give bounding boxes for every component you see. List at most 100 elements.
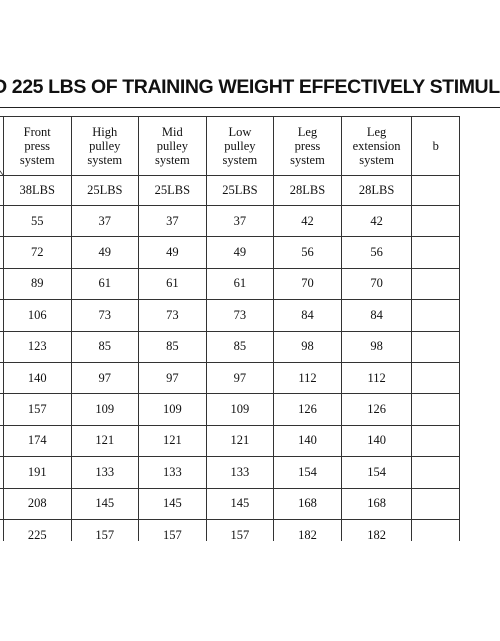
table-cell: 133: [70, 456, 140, 489]
table-cell: 25LBS: [205, 175, 275, 206]
table-cell: 49: [70, 236, 140, 269]
col-header-low-pulley: Low pulley system: [205, 116, 275, 176]
table-cell: 208: [2, 487, 72, 520]
table-cell: 145: [70, 487, 140, 520]
table-row: 123 85 85 85 98 98: [0, 330, 460, 363]
table-row: 89 61 61 61 70 70: [0, 267, 460, 301]
table-cell: [411, 236, 460, 269]
col-header-mid-pulley: Mid pulley system: [138, 116, 207, 176]
table-cell: 182: [340, 518, 413, 541]
table-cell: 157: [2, 393, 72, 426]
table-cell: [411, 487, 460, 520]
table-cell: 37: [205, 204, 275, 238]
table-cell: 85: [138, 330, 207, 363]
table-cell: 98: [273, 330, 342, 363]
col-header-high-pulley: High pulley system: [70, 116, 140, 176]
table-cell: 55: [2, 204, 72, 238]
table-cell: 140: [2, 361, 72, 395]
table-cell: 42: [340, 204, 413, 238]
base-weight-row: 38LBS 25LBS 25LBS 25LBS 28LBS 28LBS: [0, 175, 460, 206]
table-cell: 191: [2, 456, 72, 489]
title-divider: [0, 107, 500, 108]
table-cell: [0, 518, 4, 541]
table-cell: 112: [340, 361, 413, 395]
table-row: 225 157 157 157 182 182: [0, 518, 460, 541]
col-header-leg-extension: Leg extension system: [340, 116, 413, 176]
table-cell: [411, 267, 460, 301]
table-cell: 37: [70, 204, 140, 238]
table-cell: 89: [2, 267, 72, 301]
table-cell: 28LBS: [340, 175, 413, 206]
weight-table: ion Front press system High pulley syste…: [0, 116, 460, 541]
table-cell: [411, 361, 460, 395]
table-cell: 70: [273, 267, 342, 301]
table-row: 208 145 145 145 168 168: [0, 487, 460, 520]
table-cell: 154: [273, 456, 342, 489]
table-cell: 121: [205, 424, 275, 458]
table-cell: 84: [340, 299, 413, 332]
table-cell: [411, 204, 460, 238]
table-cell: 37: [138, 204, 207, 238]
table-cell: [411, 393, 460, 426]
table-cell: 98: [340, 330, 413, 363]
table-cell: 61: [205, 267, 275, 301]
col-header-leg-press: Leg press system: [273, 116, 342, 176]
table-cell: 126: [340, 393, 413, 426]
table-cell: 157: [138, 518, 207, 541]
table-cell: 56: [340, 236, 413, 269]
table-cell: [411, 299, 460, 332]
table-row: 191 133 133 133 154 154: [0, 456, 460, 489]
table-cell: 123: [2, 330, 72, 363]
table-cell: 145: [205, 487, 275, 520]
col-header-partial: b: [411, 116, 460, 176]
table-cell: 25LBS: [138, 175, 207, 206]
table-cell: 61: [138, 267, 207, 301]
table-cell: 168: [273, 487, 342, 520]
table-cell: 157: [70, 518, 140, 541]
table-row: 174 121 121 121 140 140: [0, 424, 460, 458]
table-cell: 168: [340, 487, 413, 520]
table-row: 157 109 109 109 126 126: [0, 393, 460, 426]
weight-table-container: ion Front press system High pulley syste…: [0, 116, 500, 541]
table-cell: 84: [273, 299, 342, 332]
table-cell: [411, 518, 460, 541]
table-cell: 182: [273, 518, 342, 541]
diagonal-divider: [0, 170, 3, 175]
table-cell: 174: [2, 424, 72, 458]
table-cell: 56: [273, 236, 342, 269]
table-row: 106 73 73 73 84 84: [0, 299, 460, 332]
table-cell: 126: [273, 393, 342, 426]
table-cell: 157: [205, 518, 275, 541]
table-cell: 106: [2, 299, 72, 332]
corner-header: ion: [0, 116, 4, 176]
table-cell: 25LBS: [70, 175, 140, 206]
table-cell: 38LBS: [2, 175, 72, 206]
table-cell: [411, 424, 460, 458]
table-cell: 121: [70, 424, 140, 458]
table-cell: 73: [138, 299, 207, 332]
table-cell: 109: [70, 393, 140, 426]
table-cell: 140: [273, 424, 342, 458]
table-cell: 112: [273, 361, 342, 395]
table-cell: 70: [340, 267, 413, 301]
table-cell: 97: [70, 361, 140, 395]
table-cell: 133: [138, 456, 207, 489]
table-cell: 225: [2, 518, 72, 541]
table-cell: 154: [340, 456, 413, 489]
table-cell: 121: [138, 424, 207, 458]
table-cell: 73: [70, 299, 140, 332]
table-cell: 97: [138, 361, 207, 395]
table-cell: 73: [205, 299, 275, 332]
table-cell: [411, 456, 460, 489]
table-cell: 28LBS: [273, 175, 342, 206]
table-cell: 133: [205, 456, 275, 489]
table-row: 140 97 97 97 112 112: [0, 361, 460, 395]
table-row: 55 37 37 37 42 42: [0, 204, 460, 238]
table-cell: 85: [70, 330, 140, 363]
table-cell: 61: [70, 267, 140, 301]
table-cell: 140: [340, 424, 413, 458]
table-cell: 85: [205, 330, 275, 363]
page-title: O 225 LBS OF TRAINING WEIGHT EFFECTIVELY…: [0, 72, 500, 102]
table-cell: 145: [138, 487, 207, 520]
table-cell: 109: [138, 393, 207, 426]
